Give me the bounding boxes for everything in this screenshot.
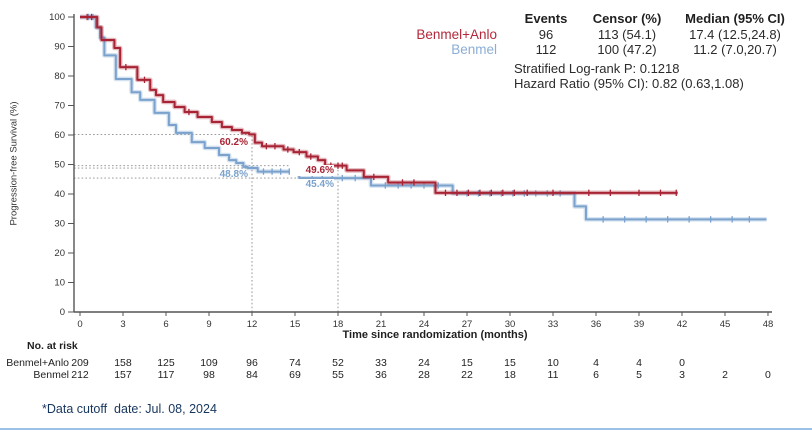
- y-tick-label: 90: [54, 42, 65, 53]
- risk-count: 157: [114, 369, 132, 381]
- risk-count: 109: [200, 357, 218, 369]
- stats-censor-benmel: 100 (47.2): [597, 42, 657, 57]
- annotation-602: 60.2%: [219, 137, 248, 149]
- stats-censor-benmel-anlo: 113 (54.1): [597, 27, 657, 42]
- y-tick-label: 0: [60, 307, 65, 318]
- data-cutoff-note: *Data cutoff date: Jul. 08, 2024: [42, 402, 217, 416]
- annotation-454: 45.4%: [289, 179, 334, 191]
- risk-count: 15: [504, 357, 516, 369]
- y-tick-label: 30: [54, 219, 65, 230]
- stats-events-benmel: 112: [535, 42, 557, 57]
- risk-count: 15: [461, 357, 473, 369]
- y-tick-label: 60: [54, 130, 65, 141]
- risk-count: 117: [157, 369, 175, 381]
- risk-count: 0: [765, 369, 771, 381]
- risk-count: 3: [679, 369, 685, 381]
- x-tick-label: 48: [763, 319, 774, 330]
- x-tick-label: 15: [290, 319, 301, 330]
- risk-count: 5: [636, 369, 642, 381]
- risk-count: 69: [289, 369, 301, 381]
- logrank-p-line: Stratified Log-rank P: 0.1218: [514, 61, 680, 76]
- x-tick-label: 39: [634, 319, 645, 330]
- risk-count: 4: [593, 357, 599, 369]
- risk-count: 4: [636, 357, 642, 369]
- risk-count: 158: [114, 357, 132, 369]
- risk-count: 33: [375, 357, 387, 369]
- stats-median-benmel: 11.2 (7.0,20.7): [693, 42, 777, 57]
- y-tick-label: 70: [54, 101, 65, 112]
- risk-table-title: No. at risk: [27, 340, 78, 352]
- hazard-ratio-line: Hazard Ratio (95% CI): 0.82 (0.63,1.08): [514, 76, 744, 91]
- risk-count: 28: [418, 369, 430, 381]
- x-tick-label: 24: [419, 319, 430, 330]
- stats-header-events: Events: [524, 11, 568, 26]
- risk-count: 18: [504, 369, 516, 381]
- x-tick-label: 30: [505, 319, 516, 330]
- x-tick-label: 42: [677, 319, 688, 330]
- annotation-488: 48.8%: [219, 169, 248, 181]
- y-tick-label: 100: [49, 12, 65, 23]
- survival-curve-benmel: [80, 16, 767, 221]
- legend-label-benmel-anlo: Benmel+Anlo: [416, 27, 497, 42]
- risk-count: 52: [332, 357, 344, 369]
- y-tick-label: 20: [54, 248, 65, 259]
- x-tick-label: 33: [548, 319, 559, 330]
- x-tick-label: 21: [376, 319, 387, 330]
- risk-count: 74: [289, 357, 301, 369]
- risk-count: 55: [332, 369, 344, 381]
- risk-count: 84: [246, 369, 258, 381]
- legend-label-benmel: Benmel: [451, 42, 497, 57]
- risk-count: 209: [71, 357, 89, 369]
- risk-row-label: Benmel: [33, 369, 69, 381]
- risk-count: 212: [71, 369, 89, 381]
- risk-count: 24: [418, 357, 430, 369]
- risk-count: 96: [246, 357, 258, 369]
- risk-count: 6: [593, 369, 599, 381]
- x-tick-label: 18: [333, 319, 344, 330]
- x-axis-title: Time since randomization (months): [342, 329, 528, 341]
- bottom-divider-line: [0, 428, 812, 430]
- annotation-496: 49.6%: [289, 164, 334, 176]
- stats-events-benmel-anlo: 96: [538, 27, 554, 42]
- risk-count: 125: [157, 357, 175, 369]
- x-tick-label: 27: [462, 319, 473, 330]
- risk-count: 0: [679, 357, 685, 369]
- y-tick-label: 10: [54, 278, 65, 289]
- x-tick-label: 0: [77, 319, 82, 330]
- risk-count: 10: [547, 357, 559, 369]
- y-tick-label: 40: [54, 189, 65, 200]
- x-tick-label: 45: [720, 319, 731, 330]
- y-axis-title: Progression-free Survival (%): [8, 101, 20, 226]
- risk-count: 22: [461, 369, 473, 381]
- x-tick-label: 12: [247, 319, 258, 330]
- risk-count: 98: [203, 369, 215, 381]
- y-tick-label: 50: [54, 160, 65, 171]
- y-tick-label: 80: [54, 71, 65, 82]
- stats-header-median: Median (95% CI): [685, 11, 785, 26]
- risk-count: 11: [547, 369, 559, 381]
- x-tick-label: 9: [206, 319, 211, 330]
- stats-median-benmel-anlo: 17.4 (12.5,24.8): [689, 27, 781, 42]
- stats-header-censor: Censor (%): [592, 11, 662, 26]
- risk-count: 2: [722, 369, 728, 381]
- risk-count: 36: [375, 369, 387, 381]
- x-tick-label: 36: [591, 319, 602, 330]
- risk-row-label: Benmel+Anlo: [6, 357, 69, 369]
- x-tick-label: 3: [120, 319, 125, 330]
- x-tick-label: 6: [163, 319, 168, 330]
